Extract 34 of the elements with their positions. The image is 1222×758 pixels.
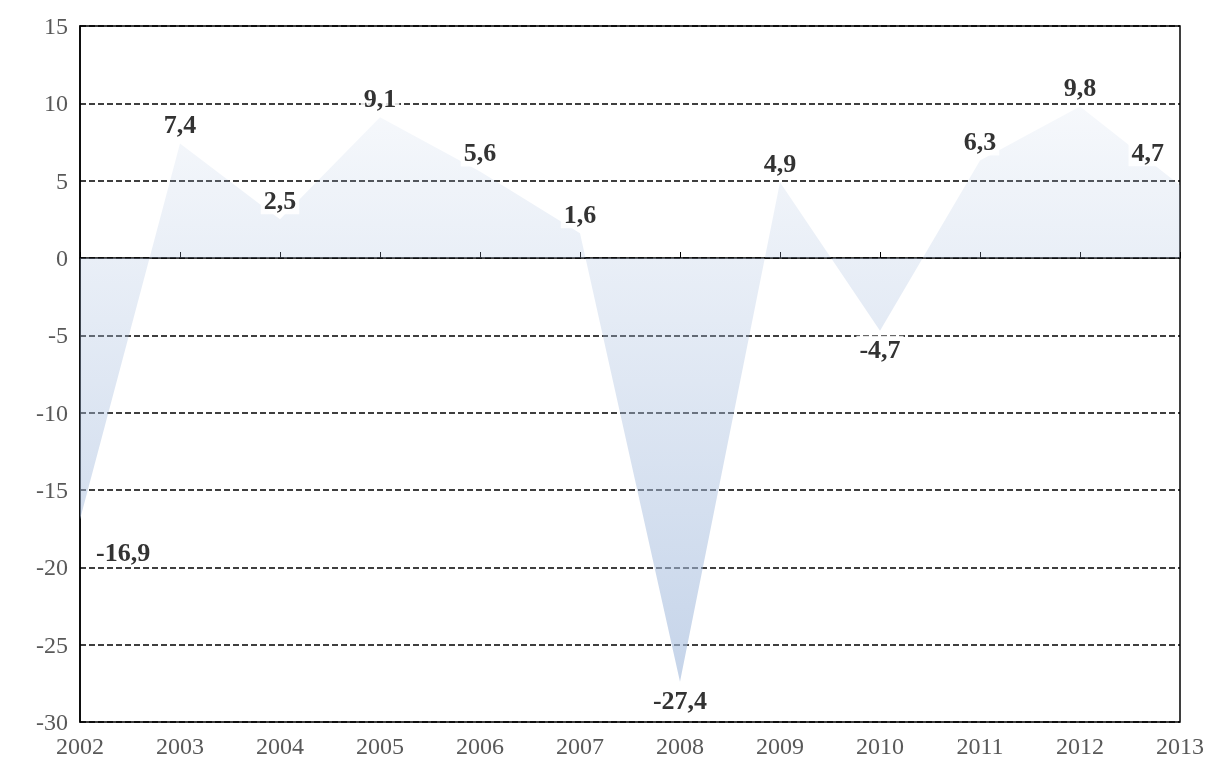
data-label: -27,4 — [652, 686, 708, 716]
x-tick-label: 2002 — [56, 733, 104, 758]
y-tick-label: 5 — [56, 167, 68, 194]
x-tick-label: 2013 — [1156, 733, 1204, 758]
x-tick-label: 2009 — [756, 733, 804, 758]
data-label: 4,9 — [763, 148, 797, 178]
data-label: 2,5 — [263, 185, 297, 215]
x-tick-label: 2011 — [956, 733, 1004, 758]
y-tick-label: -20 — [36, 554, 68, 581]
data-label: -4,7 — [859, 335, 901, 365]
y-tick-label: 15 — [44, 13, 68, 39]
data-label: 5,6 — [463, 137, 497, 167]
x-tick-label: 2005 — [356, 733, 404, 758]
y-tick-label: 0 — [56, 245, 68, 271]
x-tick-label: 2012 — [1056, 733, 1104, 758]
data-label: 9,1 — [363, 83, 397, 113]
data-label: 9,8 — [1063, 72, 1097, 102]
data-label: 6,3 — [963, 127, 997, 157]
x-tick-label: 2010 — [856, 733, 904, 758]
x-tick-label: 2003 — [156, 733, 204, 758]
x-tick-label: 2004 — [256, 733, 304, 758]
x-tick-label: 2006 — [456, 733, 504, 758]
data-label: 1,6 — [563, 199, 597, 229]
y-tick-label: -30 — [36, 709, 68, 735]
y-tick-label: -15 — [36, 477, 68, 503]
y-tick-label: 10 — [44, 90, 68, 117]
y-tick-label: -5 — [48, 322, 68, 349]
y-tick-label: -10 — [36, 399, 68, 426]
data-label: -16,9 — [96, 537, 151, 567]
x-tick-label: 2007 — [556, 733, 604, 758]
x-tick-label: 2008 — [656, 733, 704, 758]
data-label: 4,7 — [1131, 137, 1164, 167]
y-tick-label: -25 — [36, 631, 68, 658]
data-label: 7,4 — [163, 110, 197, 140]
